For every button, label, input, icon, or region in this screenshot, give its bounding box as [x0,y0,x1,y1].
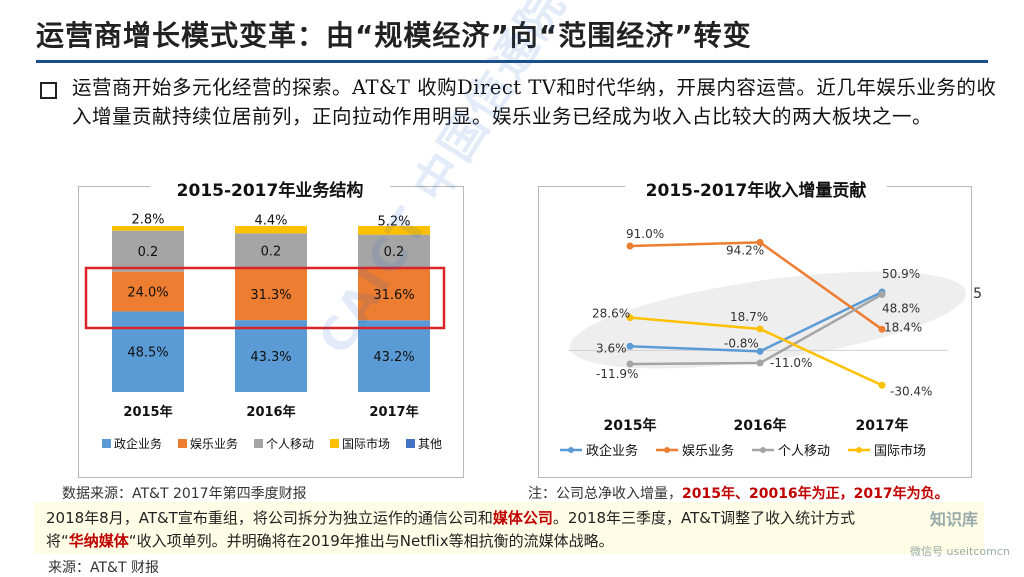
bar-data-label: 48.5% [127,346,168,361]
legend-marker [856,447,862,453]
note-line-2-b: “收入项单列。并明确将在2019年推出与Netflix等相抗衡的流媒体战略。 [128,532,614,550]
line-category-label: 2017年 [856,417,909,434]
note-line-1-a: 2018年8月，AT&T宣布重组，将公司拆分为独立运作的通信公司和 [46,509,493,527]
series-point [626,314,634,322]
bullet-square-icon [40,82,57,99]
bar-chart: 48.5% 24.0% 0.2 2.8% 2015年 43.3% 31.3% 0.2 4.4% 2… [84,212,446,451]
legend-label: 政企业务 [114,436,162,451]
brand-logo-sub: 微信号 useitcomcn [910,545,1010,558]
line-category-label: 2016年 [734,417,787,434]
bar-data-label: 24.0% [127,286,168,301]
bar-segment-0-1 [235,320,307,392]
bar-data-label: 43.3% [250,350,291,365]
series-point [756,238,764,246]
legend-swatch [102,439,111,448]
title-divider [36,60,988,63]
point-label: 3.6% [596,341,627,355]
bar-segment-3-1 [235,226,307,234]
legend-label: 其他 [418,437,442,451]
highlight-box [84,266,446,330]
point-label: -11.0% [770,356,812,370]
legend-label: 国际市场 [342,436,390,451]
legend-swatch [330,439,339,448]
bar-segment-0-2 [358,320,430,392]
series-point [756,325,764,333]
series-point [756,359,764,367]
series-point [626,360,634,368]
series-point [756,347,764,355]
bar-data-label: 31.3% [250,288,291,303]
bar-segment-1-0 [112,271,184,312]
legend-marker [568,447,574,453]
highlight-ellipse [569,271,967,369]
bar-data-label: 0.2 [138,245,159,260]
bar-data-label: 2.8% [131,212,164,227]
revenue-note-highlight: 2015年、20016年为正，2017年为负。 [682,486,949,502]
point-label: -11.9% [596,367,638,381]
revenue-note-prefix: 注：公司总净收入增量， [528,486,682,502]
line-chart: 3.6% -0.8% 50.9% 91.0% 94.2% 18.4% -11.9% -11.0… [560,227,967,459]
point-label: 48.8% [882,301,920,315]
bar-data-label: 0.2 [261,245,282,260]
note-box [34,502,984,554]
series-point [626,342,634,350]
brand-logo: 知识库 [930,510,979,529]
bar-chart-title: 2015-2017年业务结构 [150,176,390,201]
series-point [878,290,886,298]
slide-title: 运营商增长模式变革：由“规模经济”向“范围经济”转变 [36,19,752,52]
bar-data-label: 43.2% [373,350,414,365]
note-line-1-b: 。2018年三季度，AT&T调整了收入统计方式 [552,509,856,527]
bar-category-label: 2017年 [369,404,418,420]
legend-label: 娱乐业务 [190,436,238,451]
legend-label: 国际市场 [874,443,926,459]
bar-segment-3-0 [112,226,184,231]
legend-marker [664,447,670,453]
legend-label: 个人移动 [266,437,314,451]
data-source-footnote: 数据来源：AT&T 2017年第四季度财报 [62,486,307,502]
bar-segment-3-2 [358,226,430,235]
source-text: 来源：AT&T 财报 [48,560,159,576]
point-label: 18.4% [884,320,922,334]
note-line-2: 将“华纳媒体“收入项单列。并明确将在2019年推出与Netflix等相抗衡的流媒… [46,530,614,551]
legend-swatch [406,439,415,448]
series-point [878,325,886,333]
series-point [626,242,634,250]
point-label: 18.7% [730,310,768,324]
bar-segment-1-2 [358,267,430,321]
bar-segment-2-2 [358,234,430,268]
bar-segment-1-1 [235,268,307,321]
legend-marker [760,447,766,453]
bar-data-label: 31.6% [373,288,414,303]
bar-segment-2-0 [112,230,184,272]
note-line-1-red: 媒体公司 [492,509,553,527]
bullet-text: 运营商开始多元化经营的探索。AT&T 收购Direct TV和时代华纳，开展内容… [72,76,997,128]
bar-data-label: 0.2 [384,245,405,260]
point-label: 94.2% [726,243,764,257]
point-label: 91.0% [626,227,664,241]
bar-category-label: 2016年 [246,404,295,420]
bar-data-label: 5.2% [377,214,410,229]
legend-swatch [178,439,187,448]
point-label: 28.6% [592,307,630,321]
note-line-2-red: 华纳媒体 [68,532,129,550]
line-category-label: 2015年 [604,417,657,434]
line-chart-frame [538,186,972,478]
bar-category-label: 2015年 [123,404,172,420]
note-line-1: 2018年8月，AT&T宣布重组，将公司拆分为独立运作的通信公司和媒体公司。20… [46,507,855,528]
series-point [878,381,886,389]
page-number: 5 [973,286,982,302]
bar-segment-2-1 [235,233,307,269]
line-chart-title: 2015-2017年收入增量贡献 [625,176,887,201]
bar-data-label: 4.4% [254,214,287,229]
legend-label: 娱乐业务 [682,443,734,459]
legend-label: 政企业务 [586,443,638,459]
revenue-note: 注：公司总净收入增量，2015年、20016年为正，2017年为负。 [528,483,949,503]
legend-label: 个人移动 [778,444,830,459]
point-label: 50.9% [882,267,920,281]
bar-segment-0-0 [112,311,184,392]
legend-swatch [254,439,263,448]
point-label: -30.4% [890,384,932,398]
point-label: -0.8% [724,336,759,350]
note-line-2-a: 将“ [46,532,69,550]
